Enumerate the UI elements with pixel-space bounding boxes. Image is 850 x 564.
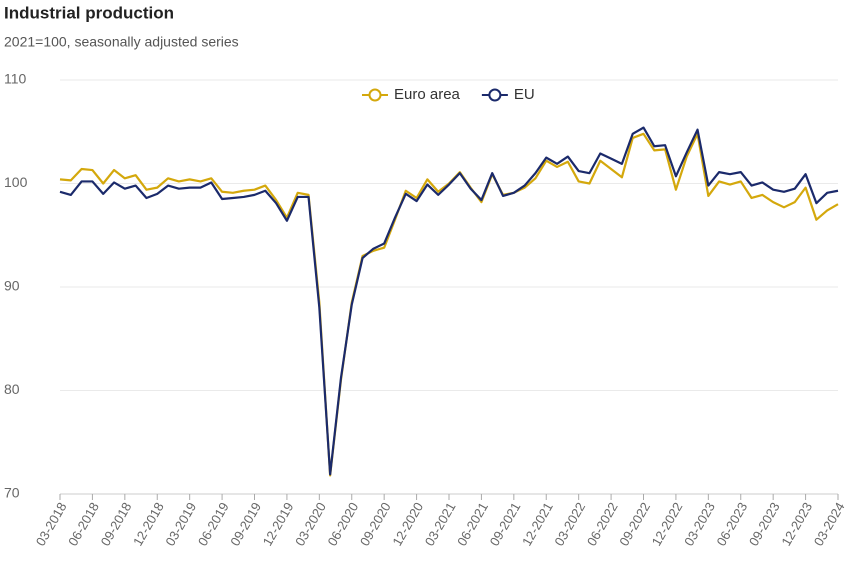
legend-marker <box>368 88 382 102</box>
y-tick-label: 80 <box>4 381 20 397</box>
x-tick-label: 03-2024 <box>811 500 848 549</box>
y-tick-label: 70 <box>4 485 20 501</box>
legend: Euro area EU <box>362 86 535 103</box>
y-tick-label: 90 <box>4 278 20 294</box>
chart-title: Industrial production <box>4 3 174 22</box>
chart-subtitle: 2021=100, seasonally adjusted series <box>4 34 239 50</box>
legend-label: Euro area <box>394 86 461 103</box>
y-tick-label: 110 <box>4 71 27 87</box>
legend-marker <box>488 88 502 102</box>
series-line <box>59 126 839 476</box>
y-tick-label: 100 <box>4 174 28 190</box>
legend-label: EU <box>514 86 535 103</box>
